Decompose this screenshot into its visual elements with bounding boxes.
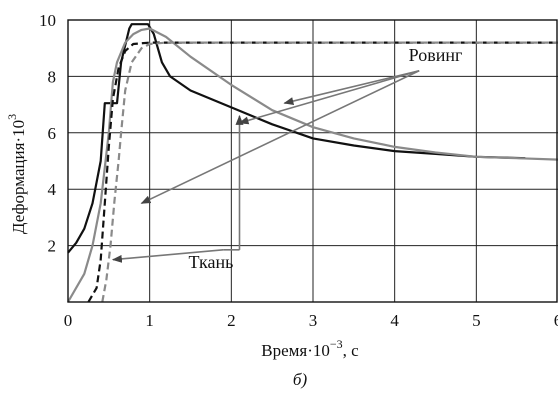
y-tick-label: 10 [39, 11, 56, 30]
annotation-tkan-arrow [111, 249, 224, 263]
annotation-roving-arrow [140, 70, 420, 205]
y-tick-label: 6 [48, 124, 57, 143]
series-line-1 [67, 23, 526, 254]
y-tick-label: 8 [48, 67, 57, 86]
y-tick-label: 2 [48, 237, 57, 256]
x-tick-label: 4 [390, 311, 399, 330]
annotation-roving-label: Ровинг [409, 45, 463, 65]
x-tick-label: 2 [227, 311, 236, 330]
figure-caption: б) [293, 370, 308, 389]
series-line-4 [101, 41, 558, 303]
axes [67, 19, 558, 303]
series-line-3 [87, 41, 558, 303]
x-tick-label: 6 [554, 311, 558, 330]
series-group [67, 23, 558, 303]
x-tick-label: 5 [472, 311, 481, 330]
plot-frame [67, 19, 558, 303]
y-tick-label: 4 [48, 180, 57, 199]
x-tick-label: 3 [309, 311, 318, 330]
y-axis-label: Деформация·103 [5, 114, 28, 234]
x-tick-label: 0 [64, 311, 73, 330]
annotation-tkan-label: Ткань [188, 252, 233, 272]
tick-labels: 0 1 2 3 4 5 6 2 4 6 8 10 [39, 11, 558, 330]
series-line-2 [67, 27, 558, 303]
x-axis-label: Время·10−3, с [261, 337, 359, 360]
annotation-roving-arrow [283, 69, 420, 105]
grid [68, 20, 558, 302]
annotations: Ровинг Ткань [111, 45, 463, 272]
x-tick-label: 1 [145, 311, 154, 330]
annotation-roving-arrow [238, 69, 420, 125]
